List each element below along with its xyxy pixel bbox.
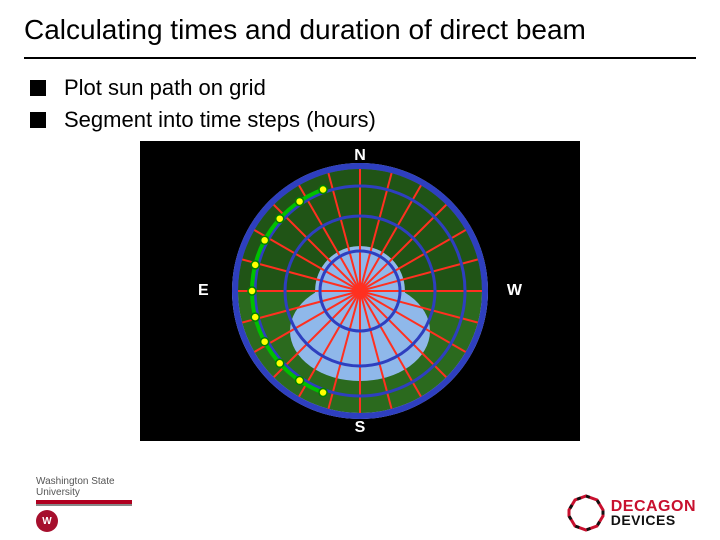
title-rule <box>24 57 696 59</box>
list-item: Plot sun path on grid <box>30 75 696 101</box>
hemisphere-diagram <box>225 156 495 426</box>
wsu-accent-bar <box>36 500 132 506</box>
bullet-text: Plot sun path on grid <box>64 75 266 101</box>
decagon-line2: DEVICES <box>611 514 696 527</box>
bullet-marker-icon <box>30 112 46 128</box>
wsu-line1: Washington State <box>36 476 132 487</box>
cougar-icon: W <box>36 510 58 532</box>
decagon-logo: DECAGON DEVICES <box>567 494 696 532</box>
hemispherical-figure: N S E W <box>140 141 580 441</box>
bullet-list: Plot sun path on grid Segment into time … <box>24 75 696 133</box>
slide-title: Calculating times and duration of direct… <box>24 12 696 47</box>
compass-e-label: E <box>198 282 209 300</box>
wsu-line2: University <box>36 487 132 498</box>
bullet-marker-icon <box>30 80 46 96</box>
footer: Washington State University W DECAGON DE… <box>0 484 720 532</box>
list-item: Segment into time steps (hours) <box>30 107 696 133</box>
decagon-text: DECAGON DEVICES <box>611 499 696 527</box>
bullet-text: Segment into time steps (hours) <box>64 107 376 133</box>
wsu-logo: Washington State University W <box>36 476 132 532</box>
decagon-mark-icon <box>567 494 605 532</box>
compass-w-label: W <box>507 282 522 300</box>
